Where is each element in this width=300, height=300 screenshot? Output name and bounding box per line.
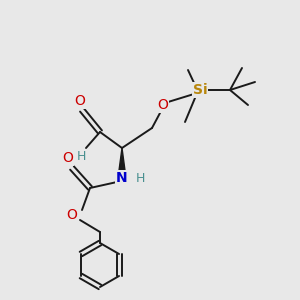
Polygon shape xyxy=(118,148,126,178)
Text: H: H xyxy=(76,149,86,163)
Text: O: O xyxy=(158,98,168,112)
Text: O: O xyxy=(75,94,86,108)
Text: Si: Si xyxy=(193,83,207,97)
Text: N: N xyxy=(116,171,128,185)
Text: H: H xyxy=(135,172,145,184)
Text: O: O xyxy=(63,151,74,165)
Text: O: O xyxy=(67,208,77,222)
